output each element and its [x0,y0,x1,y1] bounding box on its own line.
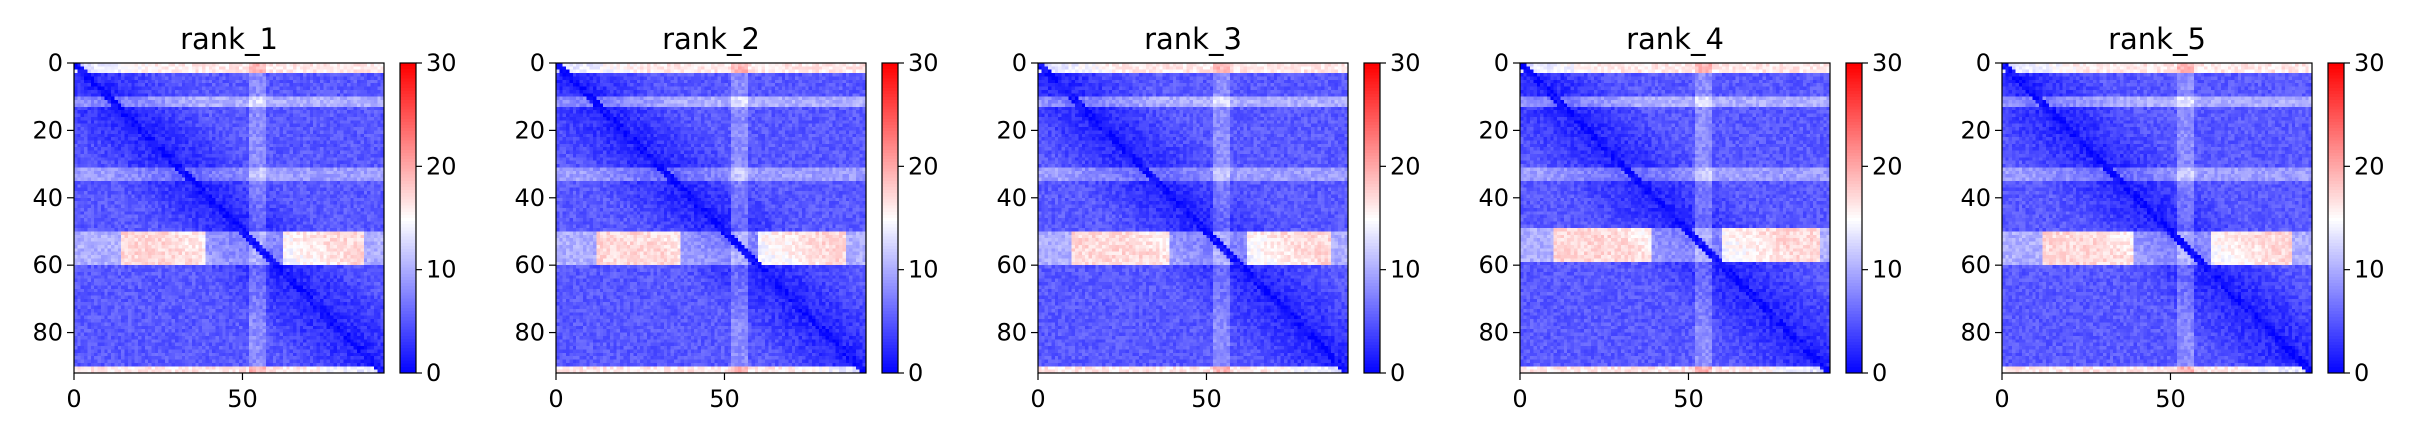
y-tick-label: 60 [996,251,1027,279]
colorbar-tick-label: 20 [1872,152,1903,180]
colorbar-tick-label: 10 [908,256,939,284]
heatmap-cells [556,63,867,374]
x-tick-label: 50 [1191,385,1222,413]
y-tick-label: 20 [32,116,63,144]
y-tick-label: 40 [996,184,1027,212]
y-tick-label: 80 [514,319,545,347]
x-tick-label: 0 [66,385,81,413]
y-tick-label: 80 [1478,319,1509,347]
y-tick-label: 40 [1478,184,1509,212]
panel-title: rank_4 [1626,22,1724,56]
colorbar-tick-label: 30 [1872,49,1903,77]
heatmap-cells [1520,63,1831,374]
heatmap-cells [1038,63,1349,374]
colorbar [2328,63,2344,374]
y-tick-label: 40 [514,184,545,212]
colorbar-tick-label: 0 [426,359,441,387]
y-tick-label: 80 [996,319,1027,347]
y-tick-label: 0 [1494,49,1509,77]
colorbar-tick-label: 0 [1390,359,1405,387]
colorbar-tick-label: 20 [426,152,457,180]
heatmap-panel-5: rank_5 0 20 40 60 80 0 50 0 10 20 30 [1960,22,2384,413]
heatmap-panel-1: rank_1 0 20 40 60 80 0 50 0 10 20 30 [32,22,456,413]
x-tick-label: 50 [227,385,258,413]
x-tick-label: 50 [1673,385,1704,413]
colorbar [1364,63,1380,374]
x-tick-label: 0 [1512,385,1527,413]
colorbar-tick-label: 30 [1390,49,1421,77]
colorbar [882,63,898,374]
colorbar-tick-label: 20 [908,152,939,180]
x-tick-label: 0 [1030,385,1045,413]
y-tick-label: 80 [32,319,63,347]
colorbar-tick-label: 30 [426,49,457,77]
x-tick-label: 0 [1994,385,2009,413]
colorbar-tick-label: 30 [908,49,939,77]
colorbar-tick-label: 10 [1390,256,1421,284]
y-tick-label: 40 [1960,184,1991,212]
x-tick-label: 50 [709,385,740,413]
y-tick-label: 20 [1960,116,1991,144]
y-tick-label: 0 [530,49,545,77]
colorbar [1846,63,1862,374]
colorbar-tick-label: 20 [2354,152,2385,180]
y-tick-label: 80 [1960,319,1991,347]
colorbar-tick-label: 10 [1872,256,1903,284]
panel-title: rank_1 [180,22,278,56]
heatmap-panel-2: rank_2 0 20 40 60 80 0 50 0 10 20 30 [514,22,938,413]
y-tick-label: 60 [514,251,545,279]
colorbar [400,63,416,374]
y-tick-label: 60 [32,251,63,279]
panel-title: rank_5 [2108,22,2206,56]
heatmap-cells [2002,63,2313,374]
colorbar-tick-label: 0 [908,359,923,387]
heatmap-panel-4: rank_4 0 20 40 60 80 0 50 0 10 20 30 [1478,22,1902,413]
x-tick-label: 50 [2155,385,2186,413]
y-tick-label: 60 [1478,251,1509,279]
colorbar-tick-label: 10 [2354,256,2385,284]
y-tick-label: 20 [1478,116,1509,144]
y-tick-label: 20 [996,116,1027,144]
y-tick-label: 60 [1960,251,1991,279]
y-tick-label: 0 [1976,49,1991,77]
colorbar-tick-label: 0 [2354,359,2369,387]
y-tick-label: 0 [48,49,63,77]
colorbar-tick-label: 20 [1390,152,1421,180]
colorbar-tick-label: 0 [1872,359,1887,387]
colorbar-tick-label: 10 [426,256,457,284]
colorbar-tick-label: 30 [2354,49,2385,77]
x-tick-label: 0 [548,385,563,413]
heatmap-cells [74,63,385,374]
heatmap-panel-3: rank_3 0 20 40 60 80 0 50 0 10 20 30 [996,22,1420,413]
panel-title: rank_3 [1144,22,1242,56]
y-tick-label: 0 [1012,49,1027,77]
panel-title: rank_2 [662,22,760,56]
y-tick-label: 20 [514,116,545,144]
y-tick-label: 40 [32,184,63,212]
